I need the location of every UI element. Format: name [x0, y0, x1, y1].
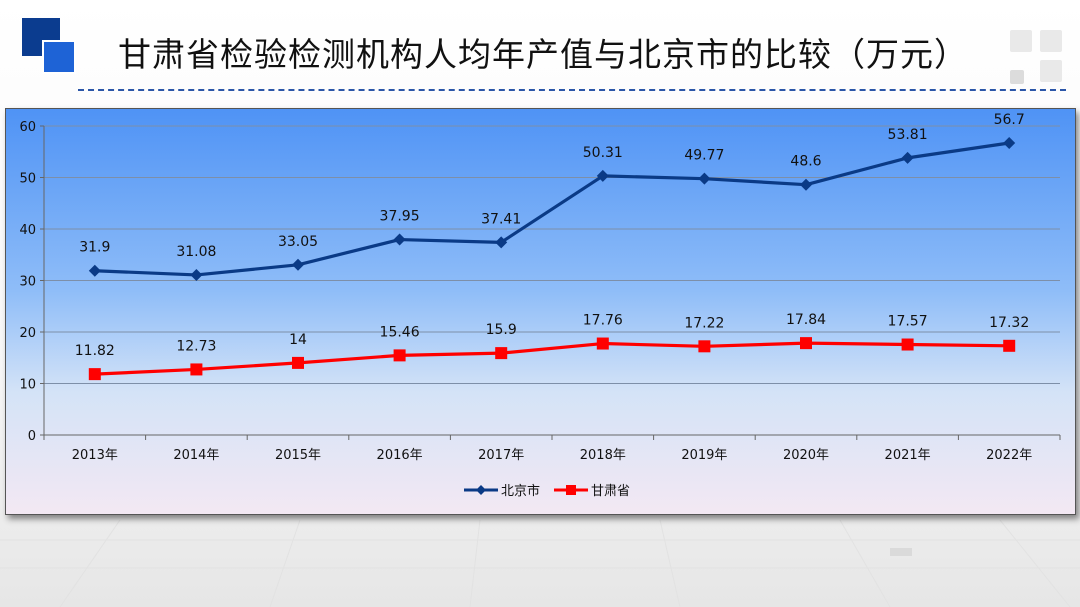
data-label: 37.41	[481, 211, 521, 227]
data-label: 15.46	[380, 324, 420, 340]
data-label: 56.7	[994, 112, 1025, 128]
data-label: 31.9	[79, 240, 110, 256]
decor-tile	[1010, 30, 1032, 52]
decor-tile	[1040, 30, 1062, 52]
data-label: 53.81	[888, 127, 928, 143]
floor-decoration	[0, 520, 1080, 607]
data-point-marker	[88, 264, 101, 277]
x-tick-label: 2015年	[275, 448, 321, 463]
data-label: 50.31	[583, 145, 623, 161]
y-tick-label: 60	[19, 120, 36, 135]
y-tick-label: 0	[28, 429, 36, 444]
chart-frame: 0 10 20 30 40 50 60 2013年 2014年 2015年 2016年 2017年 20…	[5, 108, 1076, 515]
data-point-marker	[190, 268, 203, 281]
y-tick-label: 10	[19, 378, 36, 393]
title-divider	[78, 89, 1066, 91]
x-tick-label: 2014年	[173, 448, 219, 463]
data-point-marker	[393, 233, 406, 246]
logo-square-light	[42, 40, 76, 74]
data-point-marker	[901, 338, 914, 351]
data-point-marker	[596, 169, 609, 182]
data-point-marker	[1003, 136, 1016, 149]
data-point-marker	[88, 368, 101, 381]
data-point-marker	[292, 258, 304, 271]
legend-label: 北京市	[501, 483, 540, 499]
data-label: 37.95	[380, 209, 420, 225]
legend-marker	[566, 485, 576, 495]
data-label: 48.6	[790, 154, 821, 170]
data-label: 15.9	[486, 322, 517, 338]
data-point-marker	[495, 236, 508, 249]
series-line-gansu	[94, 341, 1010, 376]
legend-label: 甘肃省	[591, 484, 630, 499]
x-tick-label: 2016年	[377, 448, 423, 463]
x-tick-label: 2020年	[783, 448, 829, 463]
data-label: 17.32	[989, 315, 1029, 331]
y-tick-label: 50	[19, 172, 36, 187]
data-label: 17.57	[888, 314, 928, 330]
data-label: 17.84	[786, 312, 826, 328]
data-point-marker	[393, 349, 406, 362]
decor-tile	[1040, 60, 1062, 82]
data-label: 11.82	[75, 343, 115, 359]
x-tick-label: 2017年	[478, 448, 524, 463]
x-tick-label: 2022年	[986, 448, 1032, 463]
page-title: 甘肃省检验检测机构人均年产值与北京市的比较（万元）	[118, 35, 968, 74]
data-label: 12.73	[176, 338, 216, 354]
data-point-marker	[698, 172, 711, 185]
data-point-marker	[596, 337, 609, 350]
series-line-beijing	[94, 141, 1010, 277]
x-tick-label: 2013年	[72, 448, 118, 463]
decor-tile	[1010, 70, 1024, 84]
data-label: 17.76	[583, 313, 623, 329]
data-label: 49.77	[684, 148, 724, 164]
legend-marker	[476, 485, 486, 495]
data-point-marker	[901, 151, 914, 164]
data-label: 31.08	[176, 244, 216, 260]
line-chart: 0 10 20 30 40 50 60 2013年 2014年 2015年 2016年 2017年 20…	[19, 112, 1061, 499]
data-point-marker	[292, 356, 304, 369]
data-point-marker	[495, 347, 508, 360]
y-tick-label: 30	[19, 275, 36, 290]
data-label: 14	[289, 332, 307, 348]
x-tick-label: 2018年	[580, 448, 626, 463]
data-point-marker	[1003, 339, 1016, 352]
y-tick-label: 40	[19, 223, 36, 238]
data-point-marker	[800, 337, 812, 350]
x-tick-label: 2019年	[681, 448, 727, 463]
y-tick-label: 20	[19, 326, 36, 341]
data-point-marker	[800, 178, 812, 191]
data-label: 33.05	[278, 234, 318, 250]
data-point-marker	[190, 363, 203, 376]
x-tick-label: 2021年	[885, 448, 931, 463]
data-label: 17.22	[684, 315, 724, 331]
data-point-marker	[698, 340, 711, 353]
